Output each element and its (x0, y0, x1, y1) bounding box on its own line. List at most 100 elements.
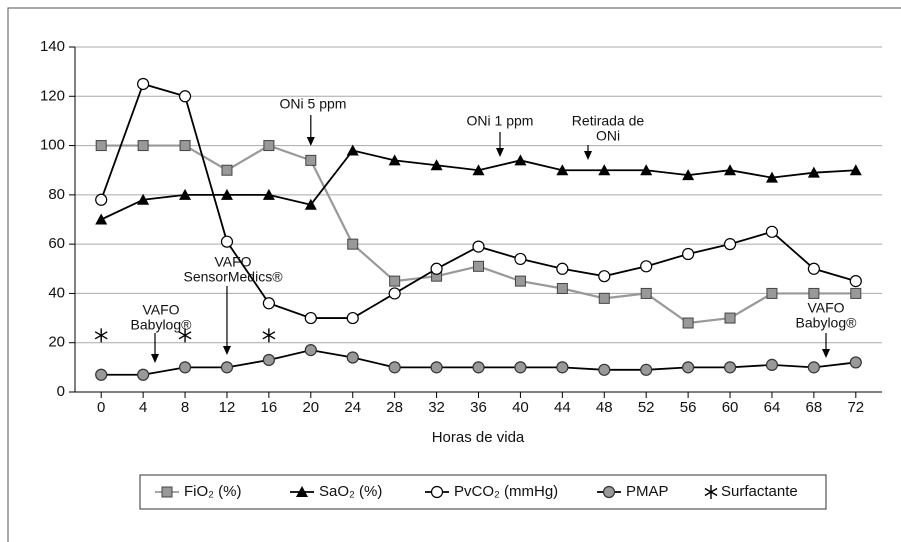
arrow-head (584, 151, 592, 160)
data-point (347, 238, 359, 250)
data-point (473, 260, 484, 272)
y-tick-label: 20 (48, 334, 65, 351)
data-point (472, 240, 485, 253)
data-point (766, 287, 778, 299)
x-tick-label: 20 (302, 399, 319, 416)
data-point (95, 140, 107, 152)
data-point (304, 311, 317, 325)
data-point (137, 368, 150, 381)
y-tick-label: 40 (48, 284, 65, 301)
legend-label: FiO₂ (%) (184, 483, 241, 500)
data-point (220, 361, 234, 374)
x-tick-label: 4 (139, 399, 147, 416)
data-point (430, 159, 443, 171)
data-point (556, 283, 568, 294)
arrow-head (151, 354, 159, 363)
data-point (263, 140, 275, 152)
data-point (640, 363, 653, 376)
data-point (137, 140, 149, 152)
data-point (598, 363, 611, 376)
data-point (388, 154, 401, 166)
data-point (682, 247, 695, 261)
data-point (724, 312, 736, 324)
data-point (849, 356, 862, 369)
legend-marker (704, 485, 718, 499)
legend-label: SaO₂ (%) (319, 483, 382, 500)
data-point (95, 368, 108, 381)
data-point (178, 361, 192, 374)
data-point (95, 213, 108, 225)
data-point (556, 361, 569, 374)
x-tick-label: 40 (512, 399, 529, 416)
data-point (304, 344, 317, 357)
arrow-head (222, 346, 231, 355)
x-tick-label: 52 (638, 399, 655, 416)
series-line (100, 149, 856, 221)
x-tick-label: 60 (722, 399, 739, 416)
x-tick-label: 32 (428, 399, 445, 416)
annotation: VAFO (142, 302, 179, 318)
x-tick-label: 16 (261, 399, 278, 416)
data-point (724, 164, 737, 176)
data-point (807, 262, 820, 275)
y-tick-label: 100 (40, 137, 65, 154)
y-tick-label: 0 (57, 383, 65, 400)
data-point (514, 252, 527, 266)
y-tick-label: 80 (48, 186, 65, 203)
x-tick-label: 68 (806, 399, 823, 416)
data-point (807, 166, 820, 178)
data-point (472, 164, 485, 176)
data-point (472, 361, 485, 374)
x-tick-label: 36 (470, 399, 487, 416)
data-point (682, 317, 694, 329)
data-point (850, 287, 862, 299)
data-point (723, 361, 737, 374)
legend-marker (161, 486, 173, 498)
annotation: SensorMedics® (183, 269, 283, 285)
x-tick-label: 24 (344, 399, 361, 416)
data-point (514, 154, 527, 166)
data-point (94, 328, 108, 343)
annotation: ONi (596, 128, 620, 144)
x-tick-label: 56 (680, 399, 697, 416)
data-point (723, 238, 737, 251)
data-point (346, 311, 359, 325)
annotation: Babylog® (796, 315, 858, 331)
data-point (807, 361, 820, 374)
data-point (262, 353, 275, 367)
data-point (640, 260, 653, 273)
data-point (556, 262, 569, 275)
data-point (262, 328, 276, 343)
x-tick-label: 72 (847, 399, 864, 416)
data-point (220, 188, 233, 200)
data-point (95, 193, 108, 206)
data-point (305, 154, 317, 166)
arrow-head (496, 148, 504, 157)
data-point (640, 164, 653, 176)
y-tick-label: 60 (48, 235, 65, 252)
data-point (849, 164, 862, 176)
annotation: VAFO (807, 300, 844, 316)
x-axis-label: Horas de vida (432, 429, 525, 446)
data-point (556, 164, 569, 176)
data-point (598, 292, 610, 304)
y-tick-label: 140 (40, 38, 65, 55)
annotation: ONi 1 ppm (467, 113, 534, 129)
legend-label: PMAP (626, 483, 669, 500)
annotation: ONi 5 ppm (280, 96, 347, 112)
data-point (262, 188, 275, 200)
x-tick-label: 8 (181, 399, 189, 416)
data-point (682, 361, 695, 374)
data-point (430, 361, 443, 374)
data-point (220, 235, 234, 248)
data-point (388, 361, 401, 374)
legend-marker (296, 486, 308, 497)
y-tick-label: 120 (40, 87, 65, 104)
frame (7, 7, 901, 542)
data-point (765, 358, 779, 371)
data-point (808, 287, 820, 299)
arrow-head (306, 137, 315, 146)
x-tick-label: 0 (97, 399, 105, 416)
annotation: VAFO (214, 254, 251, 270)
data-point (388, 287, 401, 300)
